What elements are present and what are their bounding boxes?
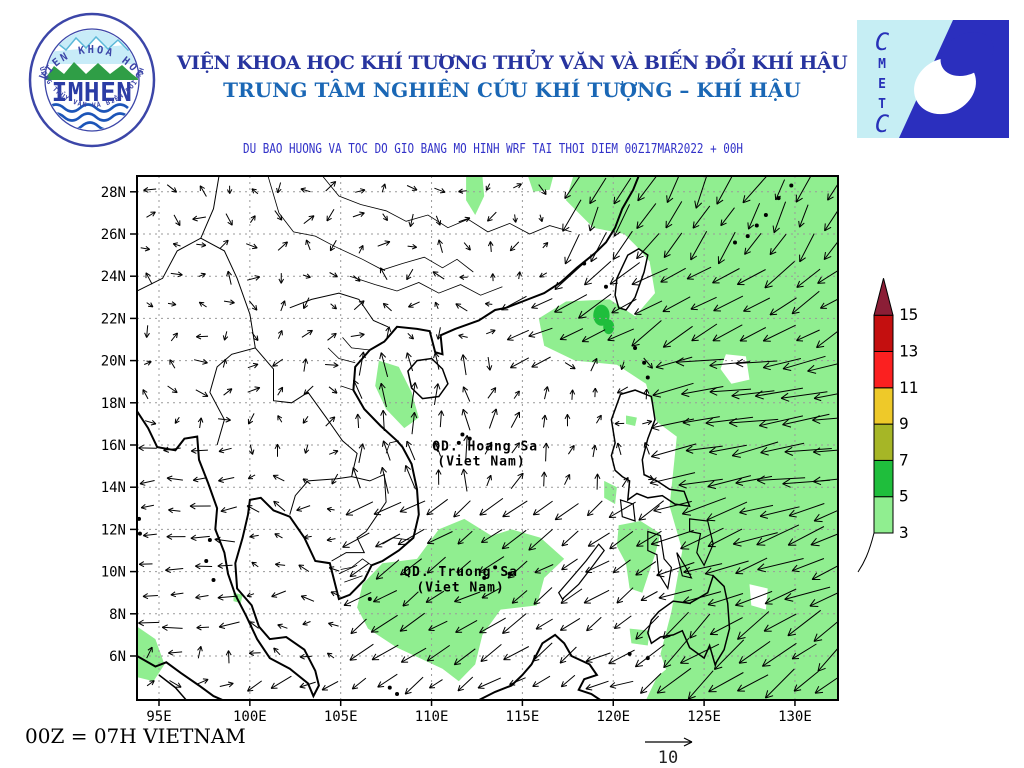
legend-segment — [873, 496, 894, 534]
wind-vectors — [138, 176, 838, 700]
y-axis-label: 8N — [109, 607, 126, 623]
archipelago-labels: QD. Hoang Sa(Viet Nam)QD. Truong Sa(Viet… — [403, 440, 538, 596]
axes: 95E 100E 105E 110E 115E 120E 125E 130E 28N 26N 24N… — [101, 185, 812, 725]
legend-value: 13 — [899, 342, 918, 361]
y-axis-label: 16N — [101, 438, 126, 454]
legend-segment — [873, 423, 894, 461]
y-axis-label: 18N — [101, 396, 126, 412]
y-axis-label: 20N — [101, 354, 126, 370]
legend-value: 9 — [899, 414, 909, 433]
map-title: DU BAO HUONG VA TOC DO GIO BANG MO HINH … — [243, 141, 743, 157]
y-axis-label: 26N — [101, 227, 126, 243]
cmetc-swoosh-dark-top — [940, 31, 994, 77]
legend-segment — [873, 351, 894, 389]
legend-value: 15 — [899, 305, 918, 324]
wind-speed-shading — [137, 176, 838, 700]
map-label: (Viet Nam) — [437, 455, 525, 470]
cmetc-letter-t: T — [878, 97, 886, 112]
x-axis-label: 95E — [146, 709, 171, 725]
legend-segment — [873, 314, 894, 353]
wind-speed-legend: 3 5 7 9 11 13 15 — [857, 278, 918, 573]
x-axis-label: 105E — [324, 709, 358, 725]
timezone-note: 00Z = 07H VIETNAM — [25, 724, 246, 748]
cmetc-logo: C M E T C — [857, 20, 1009, 138]
x-axis-label: 115E — [506, 709, 540, 725]
legend-value: 11 — [899, 378, 918, 397]
legend-value: 5 — [899, 487, 909, 506]
map-label: QD. Truong Sa — [403, 565, 518, 580]
x-axis-label: 110E — [415, 709, 449, 725]
cmetc-letter-c1: C — [875, 28, 890, 56]
reference-vector: 10 — [645, 737, 693, 768]
cmetc-letters: C M E T C — [875, 28, 890, 138]
map-label: (Viet Nam) — [416, 580, 504, 595]
y-axis-label: 12N — [101, 522, 126, 538]
org-title-line2: TRUNG TÂM NGHIÊN CỨU KHÍ TƯỢNG – KHÍ HẬU — [223, 78, 801, 102]
x-axis-label: 100E — [233, 709, 267, 725]
y-axis-label: 22N — [101, 311, 126, 327]
x-axis-label: 120E — [596, 709, 630, 725]
legend-value: 3 — [899, 523, 909, 542]
org-title-line1: VIỆN KHOA HỌC KHÍ TƯỢNG THỦY VĂN VÀ BIẾN… — [176, 52, 848, 74]
legend-arrow-tip — [873, 278, 894, 316]
y-axis-label: 14N — [101, 480, 126, 496]
imhen-logo: IMHEN VIEN KHOA HOC KHÍ TƯỢNG THỦY VĂN V… — [20, 4, 156, 148]
map-canvas: QD. Hoang Sa(Viet Nam)QD. Truong Sa(Viet… — [137, 176, 838, 700]
legend-segment — [873, 387, 894, 425]
reference-vector-value: 10 — [658, 748, 678, 768]
cmetc-letter-c2: C — [875, 110, 890, 138]
y-axis-label: 10N — [101, 565, 126, 581]
y-axis-label: 28N — [101, 185, 126, 201]
cmetc-letter-e: E — [878, 77, 886, 92]
x-axis-label: 125E — [687, 709, 721, 725]
map-label: QD. Hoang Sa — [432, 440, 538, 455]
x-axis-label: 130E — [778, 709, 812, 725]
y-axis-label: 24N — [101, 269, 126, 285]
legend-value: 7 — [899, 450, 909, 469]
map-frame — [136, 175, 839, 701]
y-axis-label: 6N — [109, 649, 126, 665]
legend-segment — [873, 459, 894, 498]
cmetc-letter-m: M — [878, 57, 886, 72]
imhen-wordmark: IMHEN — [52, 78, 133, 108]
